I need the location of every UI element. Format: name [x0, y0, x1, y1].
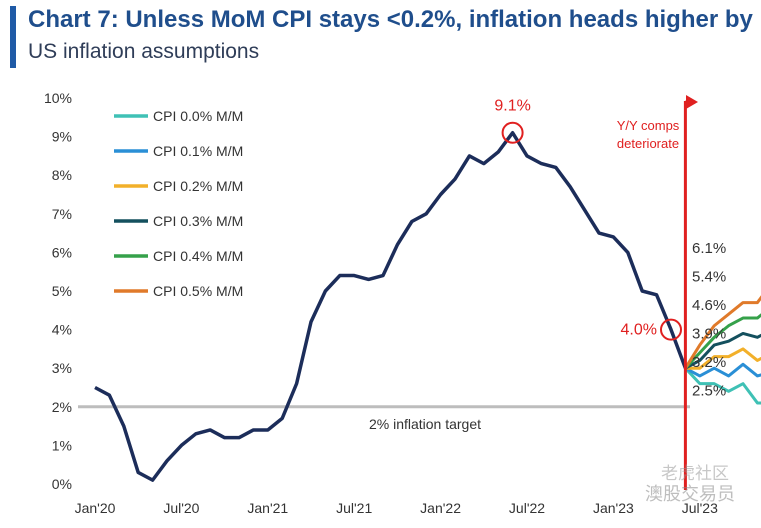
latest-label: 4.0%	[621, 322, 657, 339]
end-value-label: 4.6%	[692, 297, 726, 314]
watermark-text: 澳股交易员	[645, 484, 735, 505]
end-value-label: 6.1%	[692, 240, 726, 257]
end-value-label: 2.5%	[692, 383, 726, 400]
projection-line	[684, 367, 761, 405]
end-value-label: 3.9%	[692, 326, 726, 343]
x-tick-label: Jul'22	[509, 500, 545, 516]
peak-circle	[501, 121, 524, 144]
end-value-label: 3.2%	[692, 354, 726, 371]
projection-line	[684, 295, 761, 369]
title-accent-bar	[10, 6, 16, 68]
x-tick-label: Jul'23	[682, 500, 718, 516]
annotations: Y/Y comps deteriorate 9.1% 4.0%	[494, 95, 698, 490]
legend-label: CPI 0.0% M/M	[153, 108, 243, 124]
latest-circle	[660, 318, 682, 341]
end-value-label: 5.4%	[692, 269, 726, 286]
arrow-head-icon	[686, 95, 698, 109]
y-tick-label: 5%	[52, 283, 72, 299]
actual-cpi-line	[94, 130, 688, 482]
projection-line	[684, 313, 761, 370]
watermark-text: 老虎社区	[661, 464, 729, 484]
y-tick-label: 4%	[52, 322, 72, 338]
target-line-group: 2% inflation target	[78, 405, 690, 432]
legend-label: CPI 0.2% M/M	[153, 178, 243, 194]
x-axis: Jan'20 Jul'20 Jan'21 Jul'21 Jan'22 Jul'22 Jan'…	[75, 500, 718, 516]
peak-label: 9.1%	[494, 98, 530, 115]
series-lines	[94, 130, 761, 482]
projection-line	[684, 362, 761, 378]
y-tick-label: 6%	[52, 244, 72, 260]
y-tick-label: 10%	[44, 90, 72, 106]
divider-label: Y/Y comps	[617, 118, 680, 133]
end-labels: 6.1% 5.4% 4.6% 3.9% 3.2% 2.5%	[692, 240, 726, 400]
y-tick-label: 3%	[52, 360, 72, 376]
y-tick-label: 8%	[52, 167, 72, 183]
x-tick-label: Jan'22	[420, 500, 461, 516]
legend-label: CPI 0.4% M/M	[153, 248, 243, 264]
chart-title: Chart 7: Unless MoM CPI stays <0.2%, inf…	[28, 6, 761, 33]
projection-line	[685, 347, 761, 370]
y-axis: 0% 1% 2% 3% 4% 5% 6% 7% 8% 9% 10%	[44, 90, 72, 492]
x-tick-label: Jan'23	[593, 500, 634, 516]
projection-line	[684, 331, 761, 370]
legend-label: CPI 0.1% M/M	[153, 143, 243, 159]
legend: CPI 0.0% M/M CPI 0.1% M/M CPI 0.2% M/M CPI …	[114, 108, 243, 299]
legend-label: CPI 0.5% M/M	[153, 283, 243, 299]
legend-label: CPI 0.3% M/M	[153, 213, 243, 229]
y-tick-label: 1%	[52, 437, 72, 453]
y-tick-label: 7%	[52, 206, 72, 222]
divider-label: deteriorate	[617, 136, 679, 151]
y-tick-label: 9%	[52, 129, 72, 145]
x-tick-label: Jan'21	[247, 500, 288, 516]
x-tick-label: Jan'20	[75, 500, 116, 516]
y-tick-label: 0%	[52, 476, 72, 492]
target-label: 2% inflation target	[369, 416, 481, 432]
x-tick-label: Jul'20	[163, 500, 199, 516]
x-tick-label: Jul'21	[336, 500, 372, 516]
chart-subtitle: US inflation assumptions	[28, 40, 260, 63]
y-tick-label: 2%	[52, 399, 72, 415]
